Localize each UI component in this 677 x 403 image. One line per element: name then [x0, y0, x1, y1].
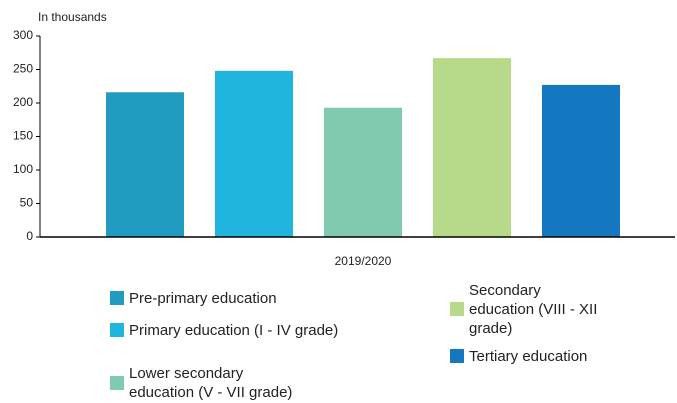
bar: [324, 107, 402, 237]
y-tick-label: 250: [13, 62, 33, 76]
x-tick-label: 2019/2020: [335, 254, 392, 268]
y-tick-label: 50: [20, 196, 34, 210]
legend-entry: Pre-primary education: [110, 278, 370, 318]
y-tick-label: 200: [13, 95, 33, 109]
y-tick-label: 300: [13, 28, 33, 42]
bar: [542, 84, 620, 237]
legend-swatch: [110, 291, 124, 305]
legend-swatch: [110, 323, 124, 337]
legend-label: Lower secondary education (V - VII grade…: [129, 365, 293, 401]
y-tick-label: 100: [13, 162, 33, 176]
legend-entry: Primary education (I - IV grade): [110, 310, 370, 350]
bar: [106, 92, 184, 237]
legend-swatch: [450, 349, 464, 363]
legend-entry: Tertiary education: [450, 336, 650, 376]
y-tick-label: 150: [13, 129, 33, 143]
bar: [433, 58, 511, 237]
y-axis-label: In thousands: [38, 10, 107, 24]
legend-entry: Secondary education (VIII - XII grade): [450, 282, 605, 337]
legend-swatch: [450, 302, 464, 316]
legend-label: Pre-primary education: [129, 289, 277, 307]
bar: [215, 70, 293, 237]
legend-swatch: [110, 376, 124, 390]
legend-label: Tertiary education: [469, 347, 588, 365]
legend-label: Secondary education (VIII - XII grade): [469, 281, 598, 337]
legend-label: Primary education (I - IV grade): [129, 321, 339, 339]
y-tick-label: 0: [26, 229, 33, 243]
legend-entry: Lower secondary education (V - VII grade…: [110, 363, 305, 403]
